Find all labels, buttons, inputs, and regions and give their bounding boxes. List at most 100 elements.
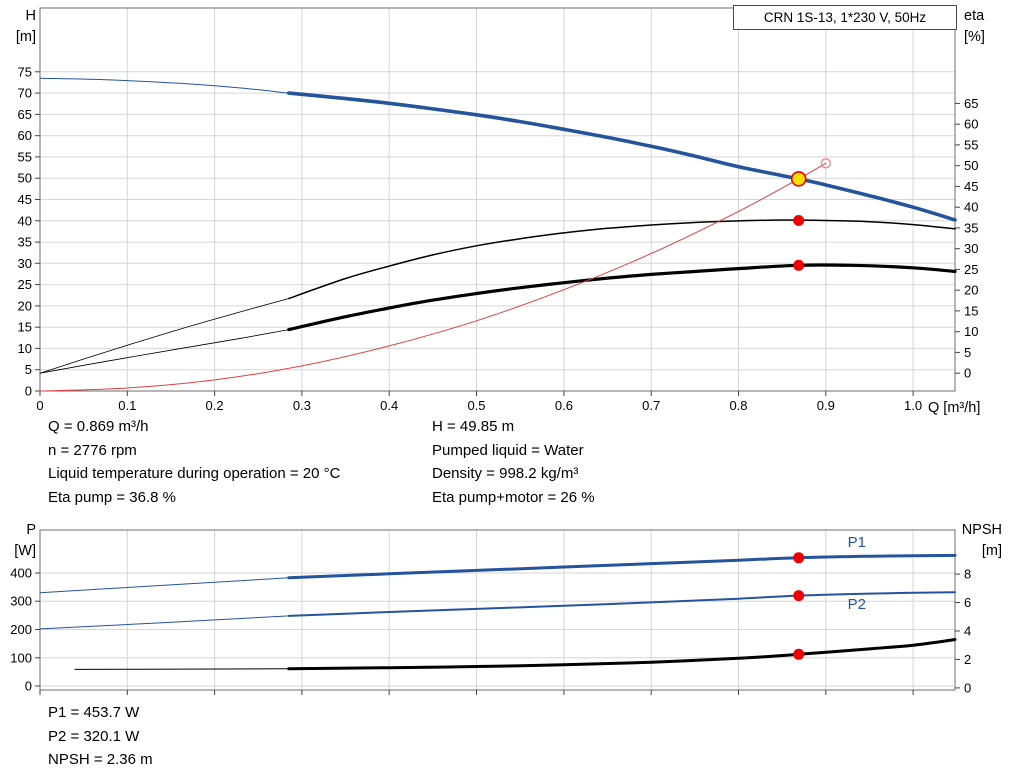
svg-text:0.3: 0.3 bbox=[293, 398, 311, 413]
svg-text:0: 0 bbox=[25, 384, 32, 399]
eta-axis-name: eta bbox=[964, 8, 985, 24]
p2-point bbox=[793, 590, 805, 602]
npsh-axis-name: NPSH bbox=[961, 522, 1002, 538]
svg-text:0: 0 bbox=[36, 398, 43, 413]
operating-point-annotations-left: Q = 0.869 m³/h n = 2776 rpm Liquid tempe… bbox=[48, 415, 340, 509]
power-npsh-chart-series: P1 P2 bbox=[39, 534, 957, 671]
svg-text:0: 0 bbox=[25, 679, 32, 694]
svg-text:60: 60 bbox=[964, 117, 978, 132]
annotation-pumped-liquid: Pumped liquid = Water bbox=[432, 441, 584, 459]
svg-text:100: 100 bbox=[10, 650, 32, 665]
annotation-density: Density = 998.2 kg/m³ bbox=[432, 465, 579, 482]
svg-text:200: 200 bbox=[10, 622, 32, 637]
system-curve-end-circle bbox=[820, 158, 831, 169]
q-axis-label: Q [m³/h] bbox=[928, 400, 981, 416]
npsh-point bbox=[793, 648, 805, 660]
svg-text:0.6: 0.6 bbox=[555, 398, 573, 413]
svg-text:400: 400 bbox=[10, 566, 32, 581]
power-npsh-chart-markers bbox=[793, 552, 805, 660]
npsh-axis-label: NPSH [m] bbox=[925, 520, 1002, 562]
svg-text:55: 55 bbox=[18, 149, 32, 164]
npsh-thin-extension bbox=[74, 668, 290, 670]
svg-text:0.4: 0.4 bbox=[380, 398, 398, 413]
svg-text:50: 50 bbox=[964, 158, 978, 173]
svg-text:6: 6 bbox=[964, 595, 971, 610]
svg-text:65: 65 bbox=[18, 107, 32, 122]
svg-text:0: 0 bbox=[964, 680, 971, 695]
svg-text:35: 35 bbox=[964, 220, 978, 235]
annotation-npsh: NPSH = 2.36 m bbox=[48, 751, 153, 768]
system-resistance-curve bbox=[39, 162, 827, 392]
svg-text:10: 10 bbox=[18, 341, 32, 356]
svg-text:70: 70 bbox=[18, 86, 32, 101]
p-axis-name: P bbox=[26, 522, 36, 538]
svg-text:20: 20 bbox=[18, 298, 32, 313]
hq-eta-chart-series bbox=[39, 77, 957, 392]
eta-axis-label: eta [%] bbox=[964, 6, 985, 48]
npsh-axis-unit: [m] bbox=[981, 543, 1002, 559]
p2-curve bbox=[287, 591, 956, 617]
p-axis-label: P [W] bbox=[2, 520, 36, 562]
svg-text:40: 40 bbox=[964, 200, 978, 215]
head-curve bbox=[287, 91, 957, 222]
svg-text:15: 15 bbox=[18, 320, 32, 335]
svg-text:60: 60 bbox=[18, 128, 32, 143]
svg-text:0: 0 bbox=[964, 366, 971, 381]
svg-text:25: 25 bbox=[964, 262, 978, 277]
svg-text:55: 55 bbox=[964, 137, 978, 152]
svg-text:45: 45 bbox=[964, 179, 978, 194]
annotation-p1: P1 = 453.7 W bbox=[48, 704, 140, 721]
annotation-eta-pump: Eta pump = 36.8 % bbox=[48, 488, 176, 506]
eta-pump-curve bbox=[288, 219, 956, 300]
hq-eta-chart-grid bbox=[39, 8, 955, 392]
svg-text:25: 25 bbox=[18, 277, 32, 292]
hq-eta-chart-markers bbox=[790, 158, 831, 271]
svg-text:2: 2 bbox=[964, 652, 971, 667]
p1-curve-label: P1 bbox=[848, 534, 866, 551]
eta-pump-thin-extension bbox=[39, 298, 290, 374]
p2-thin-extension bbox=[39, 615, 290, 630]
power-npsh-annotations: P1 = 453.7 W P2 = 320.1 W NPSH = 2.36 m bbox=[48, 701, 153, 772]
svg-text:65: 65 bbox=[964, 96, 978, 111]
eta-pump-motor-thin-extension bbox=[39, 329, 290, 374]
p1-curve bbox=[287, 553, 957, 580]
svg-text:20: 20 bbox=[964, 283, 978, 298]
svg-text:0.1: 0.1 bbox=[118, 398, 136, 413]
svg-text:30: 30 bbox=[18, 256, 32, 271]
eta-pump-motor-point bbox=[793, 259, 805, 271]
h-axis-name: H bbox=[25, 8, 36, 24]
eta-pump-point bbox=[793, 215, 805, 226]
pump-model-title-box: CRN 1S-13, 1*230 V, 50Hz bbox=[733, 5, 957, 30]
power-npsh-chart-axis-ticks: 0 100 200 300 400 0 2 4 6 8 bbox=[10, 566, 971, 696]
svg-text:50: 50 bbox=[18, 171, 32, 186]
svg-text:15: 15 bbox=[964, 303, 978, 318]
h-axis-unit: [m] bbox=[15, 29, 36, 45]
svg-text:30: 30 bbox=[964, 241, 978, 256]
svg-text:1.0: 1.0 bbox=[904, 398, 922, 413]
hq-eta-chart-axis-ticks: 0 5 10 15 20 25 30 35 40 45 50 55 60 65 70 75 0 5 10 15 20 25… bbox=[18, 64, 979, 413]
svg-text:5: 5 bbox=[964, 345, 971, 360]
eta-pump-motor-curve bbox=[287, 263, 957, 332]
svg-text:300: 300 bbox=[10, 594, 32, 609]
p1-thin-extension bbox=[39, 577, 290, 594]
svg-text:0.5: 0.5 bbox=[467, 398, 485, 413]
npsh-curve bbox=[287, 638, 957, 671]
svg-text:0.7: 0.7 bbox=[642, 398, 660, 413]
power-npsh-chart-frame bbox=[39, 529, 956, 691]
operating-point-annotations-right: H = 49.85 m Pumped liquid = Water Densit… bbox=[432, 415, 595, 509]
eta-axis-unit: [%] bbox=[964, 29, 985, 45]
annotation-p2: P2 = 320.1 W bbox=[48, 727, 140, 745]
svg-text:45: 45 bbox=[18, 192, 32, 207]
annotation-liquid-temperature: Liquid temperature during operation = 20… bbox=[48, 465, 341, 482]
annotation-n: n = 2776 rpm bbox=[48, 441, 137, 459]
svg-text:0.8: 0.8 bbox=[729, 398, 747, 413]
head-curve-thin-extension bbox=[39, 77, 290, 94]
svg-text:5: 5 bbox=[25, 362, 32, 377]
svg-text:40: 40 bbox=[18, 213, 32, 228]
h-axis-label: H [m] bbox=[2, 6, 36, 48]
duty-point bbox=[790, 171, 807, 187]
svg-text:35: 35 bbox=[18, 235, 32, 250]
svg-text:4: 4 bbox=[964, 624, 971, 639]
